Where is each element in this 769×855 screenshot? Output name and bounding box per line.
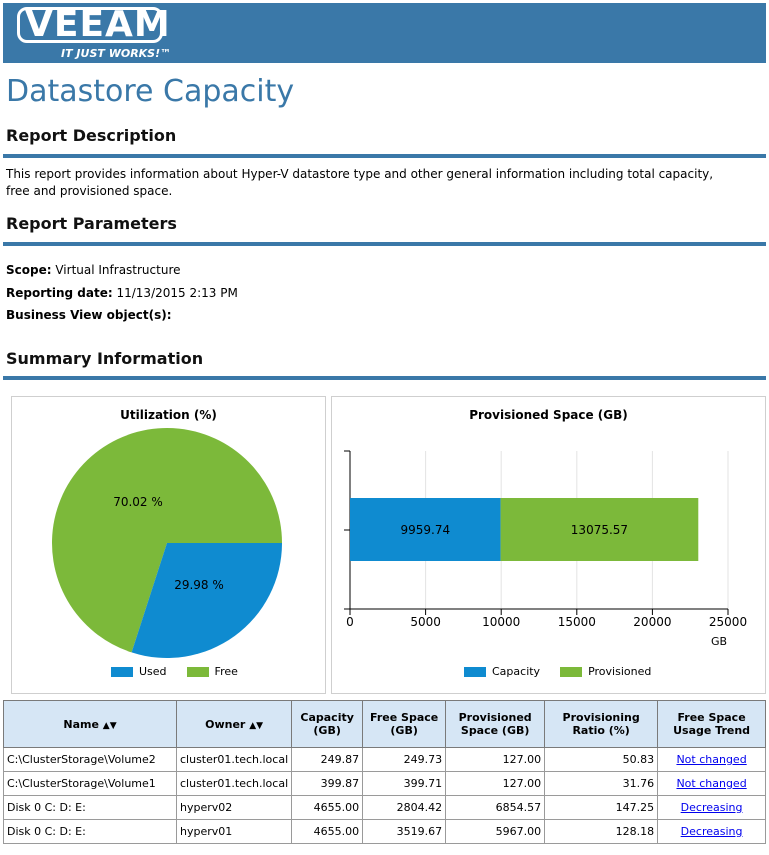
cell-free-space: 399.71: [362, 771, 447, 796]
provisioned-space-chart-panel: Provisioned Space (GB) 9959.74 13075.57 …: [331, 396, 766, 694]
pie-label-used: 29.98 %: [174, 578, 224, 592]
veeam-logo: [17, 7, 163, 43]
legend-label-free: Free: [214, 665, 238, 678]
param-scope: Scope: Virtual Infrastructure: [6, 263, 181, 277]
x-tick-label: 10000: [482, 615, 520, 629]
datastore-table: Name ▲▼ Owner ▲▼ Capacity (GB) Free Spac…: [3, 700, 766, 844]
param-label: Reporting date:: [6, 286, 113, 300]
cell-owner: cluster01.tech.local: [175, 771, 293, 796]
column-header-name[interactable]: Name ▲▼: [3, 700, 177, 748]
section-divider: [3, 376, 766, 380]
column-header-free-space[interactable]: Free Space (GB): [362, 700, 447, 748]
cell-provisioning-ratio: 31.76: [544, 771, 659, 796]
x-tick-label: 5000: [410, 615, 441, 629]
pie-slice-free: [51, 427, 282, 653]
cell-capacity: 399.87: [291, 771, 364, 796]
column-header-provisioned-space[interactable]: Provisioned Space (GB): [445, 700, 546, 748]
bar-provisioned: [500, 498, 699, 561]
cell-free-space: 249.73: [362, 747, 447, 772]
section-title-parameters: Report Parameters: [6, 214, 177, 233]
legend-label-provisioned: Provisioned: [588, 665, 652, 678]
logo-text: VEEAM: [25, 4, 171, 45]
cell-capacity: 249.87: [291, 747, 364, 772]
param-label: Business View object(s):: [6, 308, 172, 322]
cell-trend: Not changed: [657, 747, 766, 772]
cell-owner: hyperv02: [175, 795, 293, 820]
legend-label-used: Used: [139, 665, 167, 678]
chart-title: Utilization (%): [120, 408, 217, 422]
param-value: Virtual Infrastructure: [55, 263, 181, 277]
page-title: Datastore Capacity: [6, 74, 295, 109]
x-tick-label: 25000: [709, 615, 747, 629]
chart-legend: Capacity Provisioned: [464, 665, 651, 678]
cell-name: C:\ClusterStorage\Volume1: [3, 771, 177, 796]
x-tick-label: 0: [346, 615, 354, 629]
section-title-description: Report Description: [6, 126, 177, 145]
x-tick-label: 20000: [633, 615, 671, 629]
param-business-view: Business View object(s):: [6, 308, 172, 322]
x-tick-label: 15000: [558, 615, 596, 629]
bar-label-provisioned: 13075.57: [571, 523, 628, 537]
column-header-capacity[interactable]: Capacity (GB): [291, 700, 364, 748]
legend-swatch-capacity: [464, 666, 486, 677]
section-title-summary: Summary Information: [6, 349, 204, 368]
trend-link[interactable]: Decreasing: [680, 801, 743, 814]
cell-capacity: 4655.00: [291, 819, 364, 844]
table-row: Disk 0 C: D: E: hyperv01 4655.00 3519.67 596…: [3, 819, 766, 844]
cell-free-space: 2804.42: [362, 795, 447, 820]
param-value: 11/13/2015 2:13 PM: [116, 286, 238, 300]
cell-name: Disk 0 C: D: E:: [3, 819, 177, 844]
cell-name: C:\ClusterStorage\Volume2: [3, 747, 177, 772]
column-header-provisioning-ratio[interactable]: Provisioning Ratio (%): [544, 700, 659, 748]
cell-provisioned-space: 5967.00: [445, 819, 546, 844]
section-divider: [3, 242, 766, 246]
cell-trend: Decreasing: [657, 819, 766, 844]
utilization-chart-panel: Utilization (%) 70.02 % 29.98 % Used Fre…: [11, 396, 326, 694]
legend-swatch-used: [111, 666, 133, 677]
table-row: C:\ClusterStorage\Volume1 cluster01.tech.…: [3, 771, 766, 796]
cell-name: Disk 0 C: D: E:: [3, 795, 177, 820]
legend-label-capacity: Capacity: [492, 665, 541, 678]
trend-link[interactable]: Not changed: [676, 777, 747, 790]
cell-provisioned-space: 6854.57: [445, 795, 546, 820]
x-axis-unit: GB: [711, 635, 727, 648]
utilization-pie-chart: 70.02 % 29.98 %: [51, 427, 282, 658]
chart-legend: Used Free: [111, 665, 238, 678]
legend-swatch-free: [186, 666, 209, 677]
trend-link[interactable]: Decreasing: [680, 825, 743, 838]
cell-trend: Not changed: [657, 771, 766, 796]
cell-capacity: 4655.00: [291, 795, 364, 820]
cell-provisioning-ratio: 50.83: [544, 747, 659, 772]
bar-label-capacity: 9959.74: [400, 523, 450, 537]
cell-free-space: 3519.67: [362, 819, 447, 844]
table-header-row: Name ▲▼ Owner ▲▼ Capacity (GB) Free Spac…: [3, 700, 766, 748]
param-label: Scope:: [6, 263, 52, 277]
cell-provisioning-ratio: 128.18: [544, 819, 659, 844]
cell-provisioned-space: 127.00: [445, 747, 546, 772]
section-divider: [3, 154, 766, 158]
legend-swatch-provisioned: [560, 666, 583, 677]
cell-owner: cluster01.tech.local: [175, 747, 293, 772]
cell-trend: Decreasing: [657, 795, 766, 820]
logo-tagline: IT JUST WORKS!™: [61, 47, 172, 60]
table-row: Disk 0 C: D: E: hyperv02 4655.00 2804.42 685…: [3, 795, 766, 820]
column-header-owner[interactable]: Owner ▲▼: [175, 700, 293, 748]
trend-link[interactable]: Not changed: [676, 753, 747, 766]
report-description: This report provides information about H…: [6, 167, 714, 198]
column-header-trend[interactable]: Free Space Usage Trend: [657, 700, 766, 748]
pie-label-free: 70.02 %: [113, 495, 163, 509]
pie-slice-used: [131, 543, 282, 658]
cell-provisioning-ratio: 147.25: [544, 795, 659, 820]
param-reporting-date: Reporting date: 11/13/2015 2:13 PM: [6, 286, 238, 300]
table-row: C:\ClusterStorage\Volume2 cluster01.tech.…: [3, 747, 766, 772]
chart-title: Provisioned Space (GB): [469, 408, 628, 422]
header-banner: VEEAM IT JUST WORKS!™: [3, 3, 766, 63]
cell-provisioned-space: 127.00: [445, 771, 546, 796]
provisioned-bar-chart: 9959.74 13075.57 0 5000 10000 15000 20000 250…: [344, 450, 747, 648]
bar-capacity: [350, 498, 501, 561]
cell-owner: hyperv01: [175, 819, 293, 844]
